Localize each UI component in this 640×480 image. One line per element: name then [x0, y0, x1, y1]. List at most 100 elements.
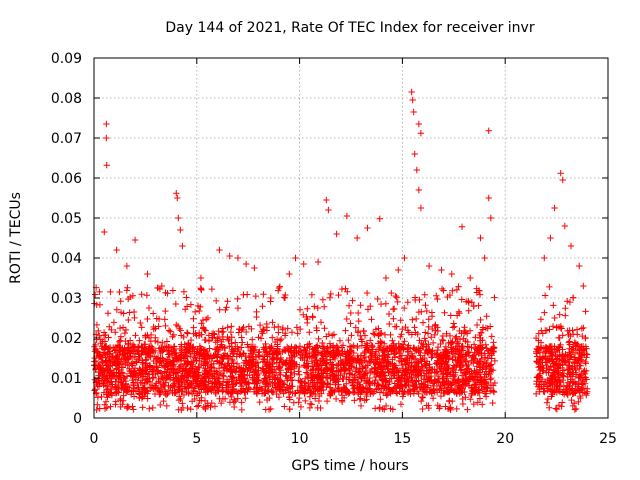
- data-point: [393, 389, 400, 396]
- data-point: [195, 402, 202, 409]
- data-point: [439, 336, 446, 344]
- data-point: [382, 402, 390, 410]
- data-point: [226, 252, 233, 260]
- data-point: [312, 357, 320, 364]
- data-point: [239, 339, 246, 346]
- data-point: [338, 285, 346, 293]
- data-point: [174, 194, 181, 202]
- data-point: [429, 395, 437, 402]
- data-point: [231, 367, 238, 374]
- data-point: [460, 381, 468, 388]
- data-point: [551, 362, 559, 369]
- data-point: [376, 215, 383, 222]
- data-point: [228, 393, 235, 401]
- data-point: [553, 324, 560, 331]
- data-point: [561, 222, 569, 230]
- data-point: [318, 355, 326, 362]
- y-tick-label: 0.01: [51, 371, 82, 387]
- data-point: [550, 302, 557, 309]
- data-point: [458, 347, 465, 354]
- data-point: [336, 367, 344, 374]
- data-point: [289, 376, 296, 384]
- data-point: [129, 362, 136, 369]
- data-point: [379, 369, 386, 377]
- data-point: [104, 366, 111, 373]
- data-point: [165, 327, 173, 334]
- data-point: [265, 351, 273, 358]
- data-point: [459, 342, 466, 350]
- data-point: [234, 295, 241, 303]
- data-point: [232, 397, 239, 405]
- data-point: [218, 399, 225, 407]
- data-point: [219, 355, 226, 362]
- data-point: [302, 350, 309, 357]
- data-point: [242, 395, 249, 402]
- data-point: [298, 384, 305, 392]
- data-point: [532, 390, 540, 398]
- data-point: [199, 351, 207, 359]
- data-point: [446, 291, 454, 299]
- data-point: [395, 353, 403, 360]
- data-point: [549, 358, 556, 365]
- data-point: [208, 364, 216, 371]
- data-point: [93, 406, 100, 414]
- data-point: [249, 336, 256, 343]
- data-point: [146, 384, 154, 391]
- data-point: [429, 352, 436, 360]
- data-point: [381, 406, 388, 413]
- data-point: [413, 166, 420, 174]
- data-point: [110, 319, 118, 326]
- data-point: [397, 401, 405, 408]
- data-point: [178, 341, 185, 348]
- data-point: [138, 324, 145, 331]
- data-point: [271, 380, 278, 387]
- data-point: [553, 382, 561, 389]
- data-point: [109, 381, 116, 388]
- data-point: [470, 376, 477, 384]
- data-point: [301, 389, 308, 397]
- data-point: [447, 404, 454, 411]
- data-point: [249, 374, 256, 381]
- data-point: [401, 338, 408, 345]
- data-point: [353, 364, 360, 372]
- data-point: [430, 387, 437, 394]
- data-point: [99, 373, 106, 380]
- data-point: [425, 316, 432, 323]
- data-point: [263, 381, 270, 388]
- data-point: [267, 405, 274, 413]
- data-point: [124, 284, 131, 291]
- data-point: [168, 365, 175, 372]
- data-point: [419, 394, 427, 401]
- data-point: [251, 377, 259, 385]
- data-point: [408, 359, 415, 367]
- data-point: [442, 403, 449, 410]
- data-point: [276, 376, 283, 384]
- data-point: [303, 369, 310, 376]
- data-point: [112, 390, 120, 397]
- data-point: [582, 358, 589, 366]
- data-point: [578, 325, 586, 332]
- data-point: [341, 367, 348, 375]
- data-point: [559, 176, 566, 184]
- data-point: [113, 306, 121, 313]
- data-point: [195, 383, 202, 390]
- data-point: [359, 365, 366, 372]
- y-axis-label: ROTI / TECUs: [8, 192, 24, 284]
- data-point: [338, 350, 346, 357]
- data-point: [415, 120, 423, 128]
- data-point: [446, 405, 454, 412]
- data-point: [97, 364, 104, 371]
- data-point: [387, 331, 394, 339]
- data-point: [95, 375, 103, 382]
- data-point: [558, 371, 566, 379]
- data-point: [415, 390, 422, 397]
- data-point: [333, 376, 340, 384]
- data-point: [431, 369, 439, 377]
- data-point: [235, 369, 243, 376]
- data-point: [389, 371, 397, 379]
- data-point: [245, 354, 253, 361]
- data-point: [265, 406, 273, 413]
- data-point: [125, 316, 132, 324]
- data-point: [424, 330, 432, 337]
- data-point: [343, 315, 350, 323]
